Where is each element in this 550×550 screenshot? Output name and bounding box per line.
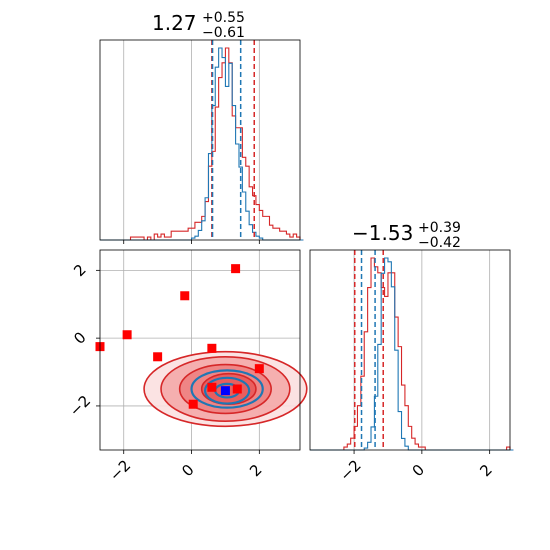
joint-red-marker — [207, 343, 217, 353]
hist2-red-histogram — [310, 257, 514, 451]
hist2-title-plus: +0.39 — [418, 220, 461, 236]
joint-red-marker — [207, 382, 217, 392]
hist2-xtick-label: 0 — [409, 461, 428, 480]
hist1-blue-histogram — [100, 47, 304, 241]
joint-frame — [99, 249, 301, 451]
joint-red-marker — [153, 352, 163, 362]
hist1-title-plus: +0.55 — [202, 10, 245, 26]
hist1-frame — [99, 39, 301, 241]
hist2-title-value: −1.53 — [352, 221, 413, 245]
joint-xtick-label: −2 — [106, 456, 134, 484]
joint-ytick-label: 2 — [70, 261, 89, 280]
hist2-title-minus: −0.42 — [418, 235, 461, 251]
joint-red-marker — [180, 291, 190, 301]
joint-xtick-label: 0 — [178, 461, 197, 480]
joint-panel: −2 −2 0 0 2 2 — [66, 249, 308, 485]
joint-blue-contour — [190, 369, 264, 409]
joint-blue-marker — [220, 386, 230, 396]
joint-ytick-label: −2 — [66, 392, 94, 420]
hist-panel-param1: 1.27 +0.55 −0.61 — [99, 10, 304, 244]
hist1-red-histogram — [100, 47, 304, 241]
joint-blue-contour — [203, 376, 251, 405]
hist2-xtick-label: 2 — [476, 461, 495, 480]
hist-panel-param2: −2 0 2 −1.53 +0.39 −0.42 — [309, 220, 514, 485]
hist2-xtick-label: −2 — [336, 456, 364, 484]
hist2-blue-histogram — [310, 257, 514, 451]
joint-red-marker — [188, 399, 198, 409]
joint-red-marker — [232, 384, 242, 394]
joint-red-marker — [254, 364, 264, 374]
joint-red-marker — [122, 330, 132, 340]
joint-ytick-label: 0 — [70, 328, 89, 347]
hist1-title-minus: −0.61 — [202, 25, 245, 41]
hist1-title-value: 1.27 — [152, 11, 197, 35]
joint-xtick-label: 2 — [246, 461, 265, 480]
joint-red-marker — [231, 264, 241, 274]
hist2-frame — [309, 249, 511, 451]
